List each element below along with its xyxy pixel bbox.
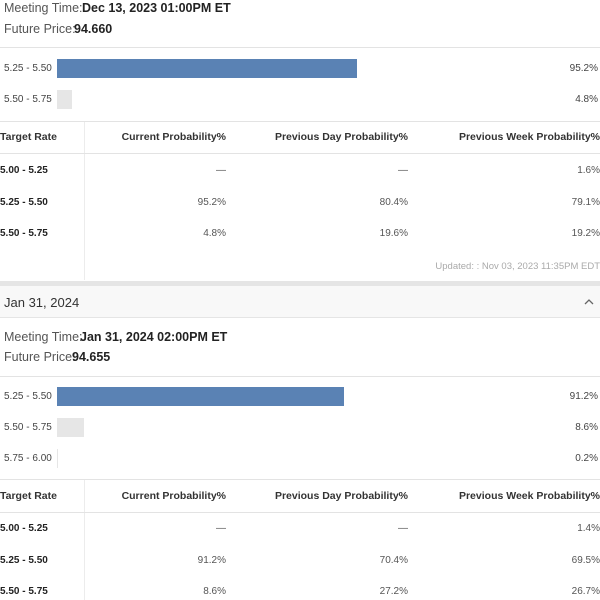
table-cell-rate: 5.25 - 5.50 (0, 555, 48, 566)
chart-value-label: 4.8% (575, 94, 598, 105)
table-cell-rate: 5.00 - 5.25 (0, 523, 48, 534)
table-cell: — (398, 165, 408, 176)
chart-bar (57, 59, 357, 78)
table-cell: 1.6% (577, 165, 600, 176)
divider (0, 47, 600, 48)
section-separator (0, 281, 600, 286)
future-price-label: Future Price: (4, 22, 76, 36)
table-cell: 19.2% (571, 228, 600, 239)
table-cell: 91.2% (197, 555, 226, 566)
meeting-time-label: Meeting Time: (4, 330, 83, 344)
meeting-time-value: Jan 31, 2024 02:00PM ET (80, 330, 228, 344)
chart-value-label: 91.2% (569, 391, 598, 402)
table-cell-rate: 5.25 - 5.50 (0, 197, 48, 208)
table-cell-rate: 5.50 - 5.75 (0, 228, 48, 239)
table-header: Target Rate (0, 131, 57, 143)
chart-category-label: 5.75 - 6.00 (4, 453, 52, 464)
chart-bar (57, 90, 73, 109)
table-header: Previous Week Probability% (458, 490, 600, 502)
table-cell: — (216, 523, 226, 534)
meeting-time-label: Meeting Time: (4, 1, 83, 15)
chart-category-label: 5.25 - 5.50 (4, 63, 52, 74)
divider (0, 512, 600, 513)
table-cell: 4.8% (203, 228, 226, 239)
table-cell: 26.7% (571, 586, 600, 597)
table-header: Previous Day Probability% (274, 490, 408, 502)
chart-bar (57, 449, 58, 468)
table-cell: 70.4% (379, 555, 408, 566)
future-price-value: 94.660 (74, 22, 113, 36)
chart-category-label: 5.25 - 5.50 (4, 391, 52, 402)
column-divider (84, 480, 85, 600)
table-cell-rate: 5.50 - 5.75 (0, 586, 48, 597)
chart-value-label: 8.6% (575, 422, 598, 433)
divider (0, 121, 600, 122)
table-header: Current Probability% (121, 131, 226, 143)
table-cell: 1.4% (577, 523, 600, 534)
meeting-time-value: Dec 13, 2023 01:00PM ET (82, 1, 231, 15)
chart-value-label: 95.2% (569, 63, 598, 74)
table-cell: 8.6% (203, 586, 226, 597)
table-cell: 79.1% (571, 197, 600, 208)
chart-bar (57, 418, 85, 437)
updated-timestamp: Updated: : Nov 03, 2023 11:35PM EDT (435, 261, 600, 272)
column-divider (84, 122, 85, 280)
future-price-value: 94.655 (72, 350, 111, 364)
table-header: Previous Day Probability% (274, 131, 408, 143)
future-price-label: Future Price: (4, 350, 76, 364)
section-title: Jan 31, 2024 (4, 295, 80, 310)
table-cell: 95.2% (197, 197, 226, 208)
chart-category-label: 5.50 - 5.75 (4, 94, 52, 105)
table-cell: — (398, 523, 408, 534)
table-cell: 19.6% (379, 228, 408, 239)
divider (0, 376, 600, 377)
chevron-up-icon[interactable] (584, 298, 594, 305)
chart-value-label: 0.2% (575, 453, 598, 464)
chart-category-label: 5.50 - 5.75 (4, 422, 52, 433)
chart-bar (57, 387, 345, 406)
table-cell: 27.2% (379, 586, 408, 597)
section-header[interactable]: Jan 31, 2024 (0, 286, 600, 318)
divider (0, 479, 600, 480)
table-cell-rate: 5.00 - 5.25 (0, 165, 48, 176)
divider (0, 153, 600, 154)
table-cell: 69.5% (571, 555, 600, 566)
table-cell: — (216, 165, 226, 176)
table-header: Target Rate (0, 490, 57, 502)
table-cell: 80.4% (379, 197, 408, 208)
table-header: Current Probability% (121, 490, 226, 502)
table-header: Previous Week Probability% (458, 131, 600, 143)
